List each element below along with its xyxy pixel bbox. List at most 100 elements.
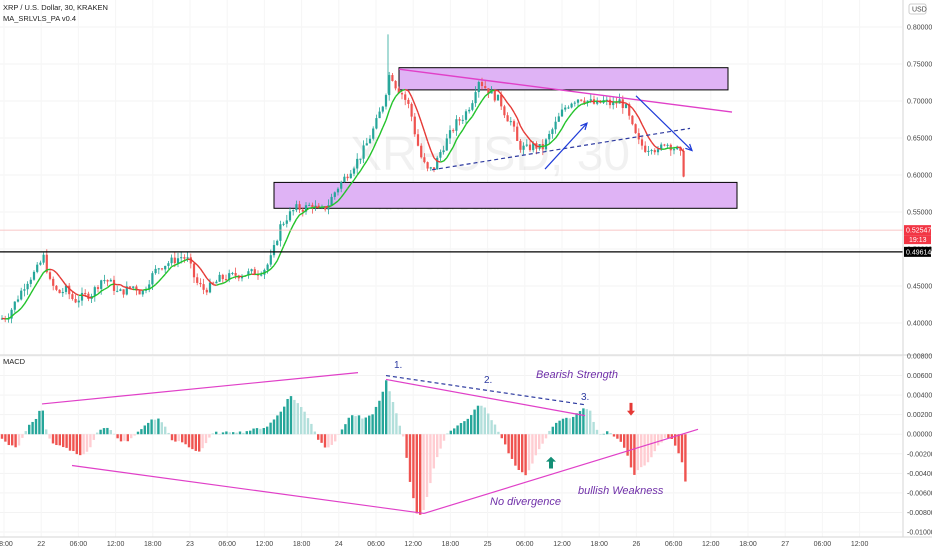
candle-body — [276, 240, 279, 246]
macd-bar — [147, 422, 150, 435]
candle-body — [304, 205, 308, 212]
candle-body — [186, 257, 189, 259]
ma-segment — [39, 272, 45, 278]
macd-drawings[interactable] — [41, 372, 699, 515]
ma-segment — [292, 218, 298, 226]
ma-segment — [571, 109, 576, 115]
candle-body — [176, 258, 180, 264]
macd-bar — [578, 411, 582, 435]
macd-bar — [623, 434, 626, 448]
macd-bar — [663, 434, 667, 438]
candle-body — [375, 118, 378, 129]
ma-segment — [426, 140, 432, 151]
candle-body — [269, 255, 272, 265]
candle-body — [583, 100, 586, 103]
ma-segment — [437, 160, 441, 163]
candle-body — [362, 145, 365, 159]
candle-body — [20, 290, 23, 300]
ma-segment — [219, 282, 223, 285]
candle-body — [212, 282, 215, 284]
price-drawings[interactable] — [0, 68, 903, 253]
candle-body — [480, 82, 484, 87]
candle-body — [490, 89, 493, 94]
macd-bar — [211, 433, 214, 435]
ma-segment — [507, 102, 512, 108]
macd-bar — [616, 434, 619, 439]
ma-segment — [295, 214, 301, 220]
macd-bar — [612, 434, 616, 437]
macd-bar — [320, 434, 323, 443]
candle-body — [391, 75, 394, 81]
down-arrow[interactable] — [635, 95, 693, 152]
macd-bar — [92, 434, 95, 440]
ma-segment — [248, 273, 252, 276]
dashed-support-trendline[interactable] — [431, 127, 691, 171]
candle-body — [157, 268, 160, 270]
ma-segment — [654, 145, 659, 150]
resistance-zone[interactable] — [398, 67, 729, 91]
macd-falling-trendline[interactable] — [385, 378, 586, 417]
candle-body — [112, 279, 116, 291]
candle-body — [100, 280, 103, 289]
candle-body — [327, 205, 330, 210]
candle-body — [288, 211, 292, 221]
candle-body — [119, 289, 122, 291]
ma-segment — [503, 97, 509, 104]
macd-bar — [602, 433, 605, 435]
candle-body — [573, 102, 576, 104]
ma-segment — [363, 160, 368, 167]
candle-body — [151, 273, 154, 285]
candle-body — [80, 292, 84, 301]
macd-rising-trendline[interactable] — [423, 428, 699, 514]
macd-bar — [660, 434, 663, 443]
candle-body — [240, 276, 244, 279]
macd-bar — [327, 434, 330, 448]
ma-segment — [228, 277, 233, 280]
macd-bar — [381, 391, 384, 435]
macd-bar — [252, 428, 255, 435]
time-tick-label: 27 — [781, 541, 789, 548]
time-tick-label: 18:00 — [293, 541, 311, 548]
candle-body — [672, 149, 676, 151]
candle-body — [55, 285, 58, 290]
macd-tick-label: 0.00000 — [907, 432, 932, 439]
ma-segment — [359, 165, 365, 172]
ma-segment — [523, 131, 528, 137]
currency-button[interactable] — [908, 3, 927, 15]
macd-bar — [0, 434, 4, 439]
macd-bar — [82, 434, 85, 455]
candle-body — [135, 286, 138, 291]
candle-body — [436, 157, 439, 170]
candle-body — [253, 269, 256, 275]
macd-upper-trendline[interactable] — [41, 372, 359, 405]
ma-segment — [414, 104, 419, 113]
candle-body — [400, 93, 404, 95]
candle-body — [218, 274, 221, 282]
ma-segment — [174, 263, 179, 266]
candle-body — [413, 116, 416, 135]
ma-segment — [398, 89, 403, 94]
ma-segment — [487, 90, 493, 95]
macd-bar — [289, 396, 293, 435]
macd-dashed-trendline[interactable] — [385, 374, 587, 406]
candle-body — [612, 101, 615, 106]
ma-segment — [532, 142, 537, 147]
resistance-trendline[interactable] — [398, 68, 733, 113]
candle-body — [567, 107, 570, 109]
macd-bar — [235, 432, 238, 435]
candle-body — [356, 158, 359, 169]
macd-bar — [510, 434, 514, 459]
macd-bar — [575, 413, 578, 435]
candle-body — [544, 139, 548, 150]
macd-lower-trendline[interactable] — [71, 464, 425, 515]
candle-body — [596, 100, 599, 104]
macd-bar — [218, 433, 221, 435]
ma-segment — [193, 261, 198, 266]
candle-body — [464, 111, 468, 120]
ma-segment — [97, 290, 102, 295]
macd-bar — [371, 414, 374, 435]
up-arrow[interactable] — [544, 122, 588, 170]
ma-segment — [14, 310, 19, 315]
support-zone[interactable] — [273, 181, 738, 209]
